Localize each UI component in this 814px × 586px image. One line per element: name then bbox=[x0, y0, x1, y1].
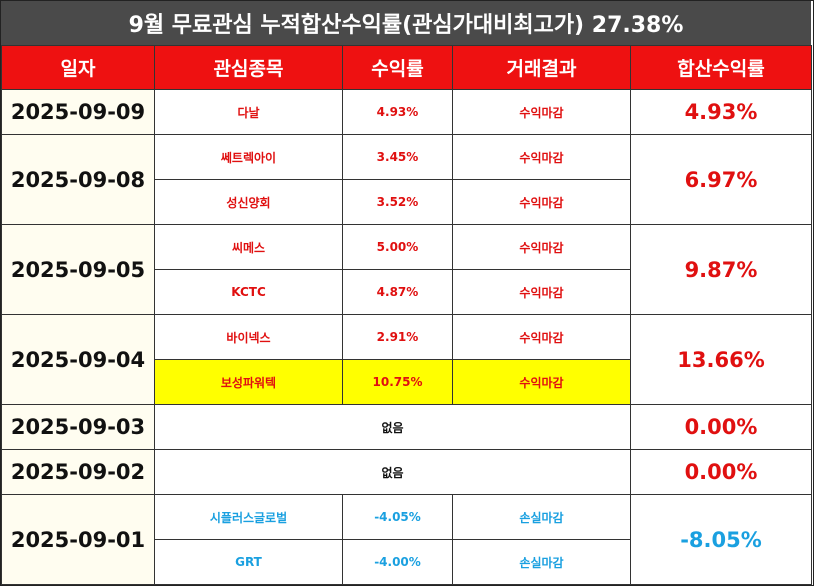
header-row: 일자 관심종목 수익률 거래결과 합산수익률 bbox=[1, 45, 812, 90]
none-cell: 없음 bbox=[154, 449, 631, 495]
return-cell: 10.75% bbox=[342, 359, 453, 405]
table-row: 2025-09-04 바이넥스 2.91% 수익마감 13.66% bbox=[1, 314, 812, 405]
table-row: KCTC 4.87% 수익마감 bbox=[2, 269, 812, 315]
total-cell: 13.66% bbox=[630, 314, 812, 405]
table-row: 2025-09-02 없음 0.00% bbox=[1, 449, 812, 495]
table-row: 2025-09-09 다날 4.93% 수익마감 4.93% bbox=[1, 89, 812, 135]
stock-cell: GRT bbox=[154, 539, 343, 585]
table-row: GRT -4.00% 손실마감 bbox=[2, 539, 812, 585]
date-cell: 2025-09-09 bbox=[1, 89, 155, 135]
return-cell: 3.52% bbox=[342, 179, 453, 225]
header-stock: 관심종목 bbox=[154, 45, 343, 90]
total-cell: 6.97% bbox=[630, 134, 812, 225]
stock-cell: 다날 bbox=[154, 89, 343, 135]
stock-cell: 쎄트렉아이 bbox=[154, 134, 343, 180]
total-cell: 0.00% bbox=[630, 404, 812, 450]
return-cell: 4.93% bbox=[342, 89, 453, 135]
stock-cell: KCTC bbox=[154, 269, 343, 315]
result-cell: 수익마감 bbox=[452, 359, 631, 405]
result-cell: 수익마감 bbox=[452, 224, 631, 270]
table-row: 2025-09-01 시플러스글로벌 -4.05% 손실마감 -8.05% bbox=[1, 494, 812, 585]
none-cell: 없음 bbox=[154, 404, 631, 450]
table-row: 2025-09-05 씨메스 5.00% 수익마감 9.87% bbox=[1, 224, 812, 315]
return-cell: -4.00% bbox=[342, 539, 453, 585]
result-cell: 수익마감 bbox=[452, 134, 631, 180]
date-cell: 2025-09-03 bbox=[1, 404, 155, 450]
table-row: 보성파워텍 10.75% 수익마감 bbox=[2, 359, 812, 405]
page-title: 9월 무료관심 누적합산수익률(관심가대비최고가) 27.38% bbox=[1, 1, 811, 45]
date-cell: 2025-09-08 bbox=[1, 134, 155, 225]
stock-cell: 보성파워텍 bbox=[154, 359, 343, 405]
returns-table: 일자 관심종목 수익률 거래결과 합산수익률 2025-09-09 다날 4.9… bbox=[1, 45, 812, 585]
stock-cell: 성신양회 bbox=[154, 179, 343, 225]
result-cell: 손실마감 bbox=[452, 494, 631, 540]
result-cell: 손실마감 bbox=[452, 539, 631, 585]
total-cell: -8.05% bbox=[630, 494, 812, 585]
total-cell: 4.93% bbox=[630, 89, 812, 135]
date-cell: 2025-09-02 bbox=[1, 449, 155, 495]
date-cell: 2025-09-05 bbox=[1, 224, 155, 315]
total-cell: 0.00% bbox=[630, 449, 812, 495]
table-row: 2025-09-03 없음 0.00% bbox=[1, 404, 812, 450]
stock-cell: 바이넥스 bbox=[154, 314, 343, 360]
header-return: 수익률 bbox=[342, 45, 453, 90]
stock-cell: 시플러스글로벌 bbox=[154, 494, 343, 540]
header-result: 거래결과 bbox=[452, 45, 631, 90]
return-cell: 3.45% bbox=[342, 134, 453, 180]
return-cell: -4.05% bbox=[342, 494, 453, 540]
return-cell: 2.91% bbox=[342, 314, 453, 360]
result-cell: 수익마감 bbox=[452, 89, 631, 135]
result-cell: 수익마감 bbox=[452, 269, 631, 315]
result-cell: 수익마감 bbox=[452, 179, 631, 225]
stock-cell: 씨메스 bbox=[154, 224, 343, 270]
table-row: 2025-09-08 쎄트렉아이 3.45% 수익마감 6.97% bbox=[1, 134, 812, 225]
header-date: 일자 bbox=[1, 45, 155, 90]
return-cell: 5.00% bbox=[342, 224, 453, 270]
total-cell: 9.87% bbox=[630, 224, 812, 315]
result-cell: 수익마감 bbox=[452, 314, 631, 360]
header-total: 합산수익률 bbox=[630, 45, 812, 90]
date-cell: 2025-09-04 bbox=[1, 314, 155, 405]
date-cell: 2025-09-01 bbox=[1, 494, 155, 585]
return-cell: 4.87% bbox=[342, 269, 453, 315]
